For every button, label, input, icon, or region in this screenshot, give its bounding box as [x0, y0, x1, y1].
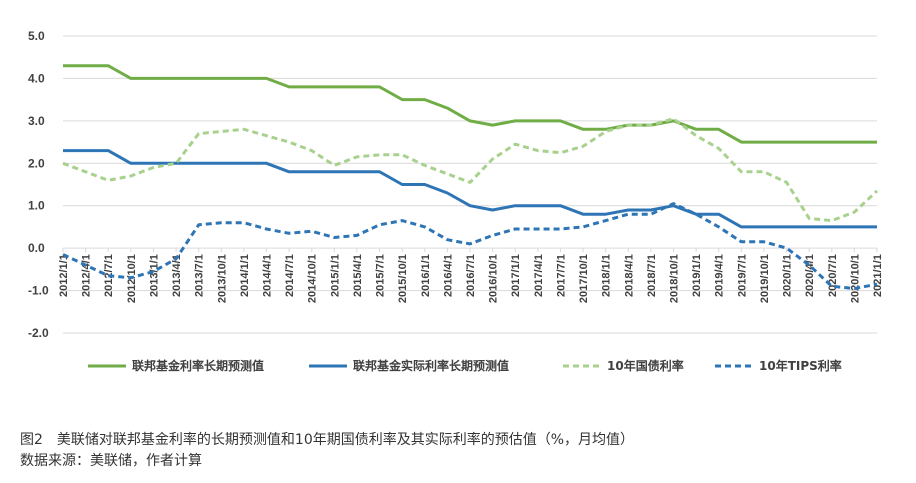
x-tick-label: 2017/1/1 — [510, 254, 522, 297]
x-tick-label: 2018/7/1 — [646, 254, 658, 297]
x-tick-label: 2020/4/1 — [804, 254, 816, 297]
y-tick-label: 1.0 — [28, 199, 45, 213]
x-tick-label: 2020/10/1 — [849, 254, 861, 303]
series-line-4 — [62, 202, 878, 290]
figure-caption: 图2 美联储对联邦基金利率的长期预测值和10年期国债利率及其实际利率的预估值（%… — [20, 432, 635, 448]
series-line-3 — [62, 117, 879, 223]
x-tick-label: 2020/7/1 — [827, 254, 839, 297]
legend: 联邦基金利率长期预测值 联邦基金实际利率长期预测值 10年国债利率 10年TIPS利率 — [88, 358, 842, 373]
y-tick-label: -2.0 — [28, 326, 49, 340]
x-tick-label: 2017/7/1 — [555, 254, 567, 297]
x-tick-label: 2013/10/1 — [216, 254, 228, 303]
x-tick-label: 2016/7/1 — [465, 254, 477, 297]
legend-label: 10年TIPS利率 — [759, 358, 842, 373]
y-tick-label: 2.0 — [28, 156, 45, 170]
x-tick-label: 2015/1/1 — [329, 254, 341, 297]
x-tick-label: 2012/4/1 — [81, 254, 93, 297]
x-tick-label: 2015/4/1 — [352, 254, 364, 297]
x-tick-label: 2014/4/1 — [262, 254, 274, 297]
x-tick-label: 2021/1/1 — [872, 254, 884, 297]
x-tick-label: 2014/7/1 — [284, 254, 296, 297]
x-tick-label: 2013/1/1 — [148, 254, 160, 297]
x-tick-label: 2016/4/1 — [442, 254, 454, 297]
x-tick-label: 2019/7/1 — [736, 254, 748, 297]
legend-label: 联邦基金实际利率长期预测值 — [353, 358, 509, 373]
x-tick-label: 2017/10/1 — [578, 254, 590, 303]
series-line-1 — [63, 64, 877, 144]
x-tick-label: 2016/1/1 — [420, 254, 432, 297]
x-tick-label: 2019/1/1 — [691, 254, 703, 297]
x-tick-label: 2014/1/1 — [239, 254, 251, 297]
data-source-note: 数据来源：美联储，作者计算 — [20, 453, 202, 469]
x-tick-label: 2013/4/1 — [171, 254, 183, 297]
x-axis-tick-labels: 2012/1/1 2012/4/1 2012/7/1 2012/10/1 2013/1/… — [58, 248, 884, 303]
x-tick-label: 2012/1/1 — [58, 254, 70, 297]
x-tick-label: 2016/10/1 — [488, 254, 500, 303]
line-chart: 5.0 4.0 3.0 2.0 1.0 0.0 -1.0 -2.0 2012/1/1 2012/… — [28, 29, 884, 373]
y-tick-label: 3.0 — [28, 114, 45, 128]
x-tick-label: 2018/10/1 — [669, 254, 681, 303]
y-tick-label: 0.0 — [28, 241, 45, 255]
series-lines — [62, 64, 879, 290]
legend-label: 联邦基金利率长期预测值 — [132, 358, 264, 373]
x-tick-label: 2013/7/1 — [194, 254, 206, 297]
y-axis-tick-labels: 5.0 4.0 3.0 2.0 1.0 0.0 -1.0 -2.0 — [28, 29, 49, 340]
x-tick-label: 2017/4/1 — [533, 254, 545, 297]
x-tick-label: 2018/1/1 — [601, 254, 613, 297]
x-tick-label: 2015/7/1 — [375, 254, 387, 297]
y-tick-label: -1.0 — [28, 284, 49, 298]
x-tick-label: 2015/10/1 — [397, 254, 409, 303]
y-tick-label: 5.0 — [28, 29, 45, 43]
x-tick-label: 2020/1/1 — [782, 254, 794, 297]
x-tick-label: 2018/4/1 — [623, 254, 635, 297]
series-line-2 — [63, 149, 877, 229]
y-tick-label: 4.0 — [28, 71, 45, 85]
x-tick-label: 2019/10/1 — [759, 254, 771, 303]
legend-label: 10年国债利率 — [607, 358, 684, 373]
x-tick-label: 2019/4/1 — [714, 254, 726, 297]
x-tick-label: 2014/10/1 — [307, 254, 319, 303]
